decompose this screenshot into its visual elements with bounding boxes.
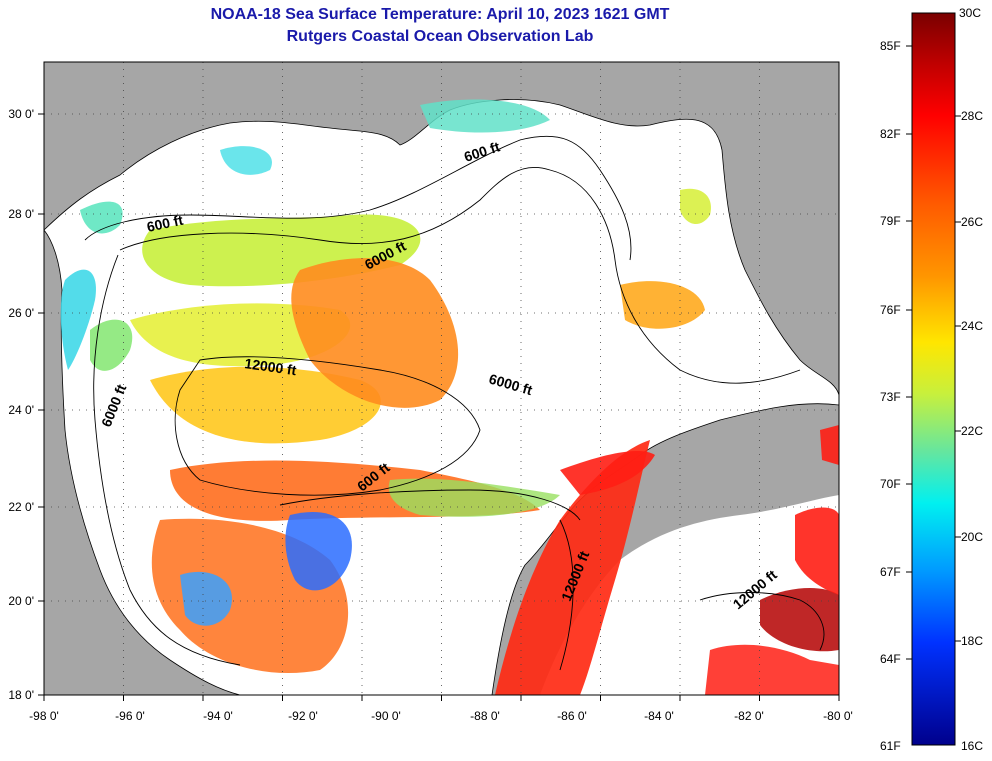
colorbar-f-label: 61F	[880, 739, 901, 753]
colorbar-f-label: 85F	[880, 39, 901, 53]
graticule	[44, 62, 839, 695]
lon-label-94: -94 0'	[203, 709, 233, 723]
lat-label-18: 18 0'	[8, 688, 34, 702]
colorbar-c-label: 22C	[961, 424, 983, 438]
temperature-colorbar	[911, 12, 956, 746]
lat-label-30: 30 0'	[8, 107, 34, 121]
colorbar-f-label: 79F	[880, 214, 901, 228]
colorbar-c-label: 30C	[959, 6, 981, 20]
lon-label-82: -82 0'	[734, 709, 764, 723]
colorbar-c-label: 16C	[961, 739, 983, 753]
colorbar-c-label: 24C	[961, 319, 983, 333]
colorbar-f-label: 64F	[880, 652, 901, 666]
contour-label: 12000 ft	[244, 355, 298, 378]
colorbar-f-label: 82F	[880, 127, 901, 141]
colorbar-ticks	[906, 45, 961, 660]
lon-label-86: -86 0'	[557, 709, 587, 723]
map-subtitle: Rutgers Coastal Ocean Observation Lab	[286, 28, 594, 45]
lon-label-84: -84 0'	[644, 709, 674, 723]
bathymetry-contours	[84, 135, 825, 671]
caribbean-water	[540, 495, 839, 695]
lat-label-28: 28 0'	[8, 207, 34, 221]
map-title: NOAA-18 Sea Surface Temperature: April 1…	[210, 6, 670, 23]
lon-label-92: -92 0'	[288, 709, 318, 723]
lon-label-90: -90 0'	[371, 709, 401, 723]
lon-label-98: -98 0'	[29, 709, 59, 723]
contour-12000ft-east	[559, 519, 574, 671]
colorbar-f-label: 67F	[880, 565, 901, 579]
colorbar-c-label: 18C	[961, 634, 983, 648]
contour-600ft	[84, 135, 632, 261]
colorbar-f-label: 73F	[880, 390, 901, 404]
lat-label-20: 20 0'	[8, 594, 34, 608]
contour-600ft-yucatan	[279, 489, 581, 521]
colorbar-f-label: 70F	[880, 477, 901, 491]
lon-label-88: -88 0'	[470, 709, 500, 723]
contour-6000ft	[119, 166, 801, 384]
contour-label: 600 ft	[145, 212, 184, 235]
contour-12000ft-carib	[699, 592, 825, 651]
sst-patches	[60, 99, 839, 695]
contour-12000ft	[174, 356, 481, 496]
lat-label-26: 26 0'	[8, 306, 34, 320]
colorbar-c-label: 26C	[961, 215, 983, 229]
lat-label-24: 24 0'	[8, 403, 34, 417]
lat-label-22: 22 0'	[8, 500, 34, 514]
axis-ticks	[38, 113, 840, 701]
colorbar-c-label: 20C	[961, 530, 983, 544]
colorbar-f-label: 76F	[880, 303, 901, 317]
lon-label-80: -80 0'	[823, 709, 853, 723]
contour-6000ft-west	[93, 254, 241, 666]
colorbar-c-label: 28C	[961, 109, 983, 123]
lon-label-96: -96 0'	[115, 709, 145, 723]
